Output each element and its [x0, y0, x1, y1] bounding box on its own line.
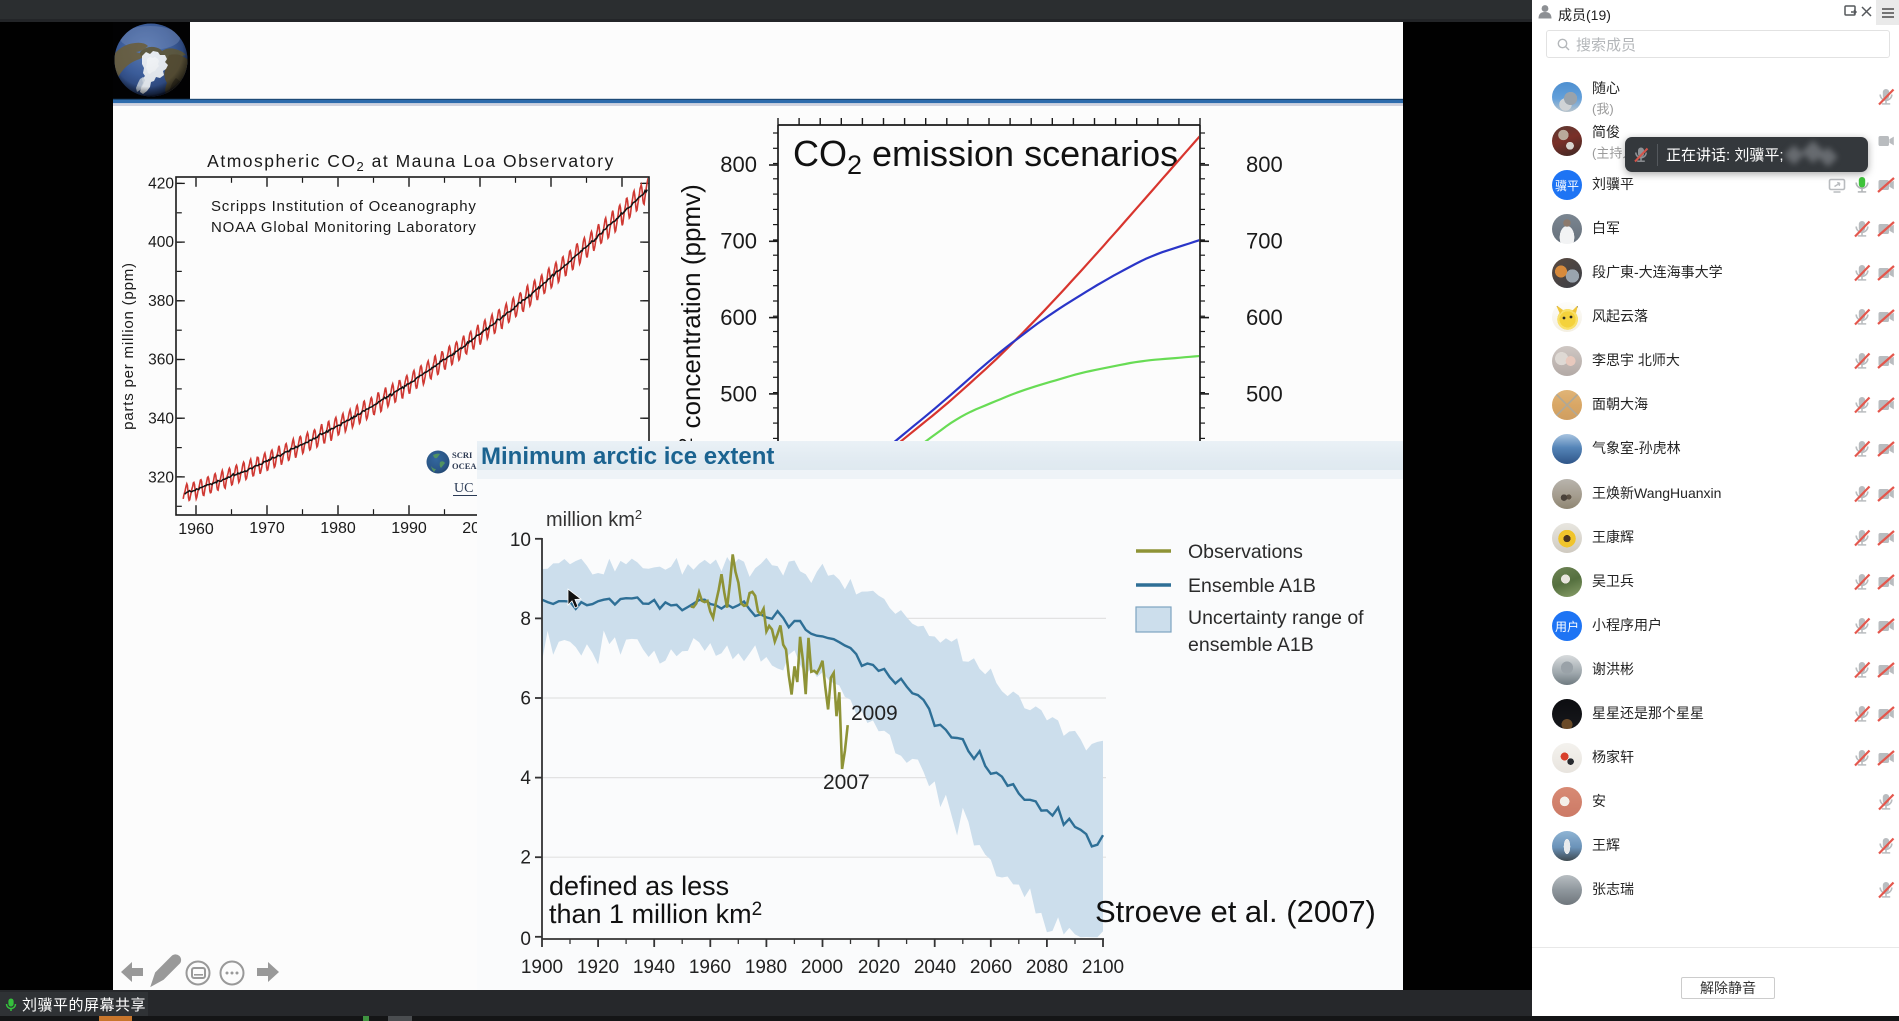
svg-text:Stroeve et al. (2007): Stroeve et al. (2007): [1095, 894, 1376, 929]
svg-text:OCEA: OCEA: [452, 461, 477, 471]
svg-text:400: 400: [148, 234, 174, 251]
svg-text:ensemble A1B: ensemble A1B: [1188, 634, 1314, 656]
svg-text:2009: 2009: [851, 702, 898, 725]
svg-text:1980: 1980: [320, 520, 356, 537]
svg-text:4: 4: [520, 768, 531, 789]
svg-text:1960: 1960: [689, 957, 731, 978]
svg-text:1920: 1920: [577, 957, 619, 978]
svg-text:500: 500: [720, 382, 757, 407]
svg-text:Observations: Observations: [1188, 541, 1303, 563]
svg-text:800: 800: [720, 152, 757, 177]
svg-text:defined as less: defined as less: [549, 871, 729, 901]
svg-text:1940: 1940: [633, 957, 675, 978]
svg-text:800: 800: [1246, 152, 1283, 177]
svg-text:700: 700: [1246, 229, 1283, 254]
svg-text:10: 10: [510, 530, 531, 551]
svg-text:340: 340: [148, 411, 174, 428]
svg-text:1980: 1980: [745, 957, 787, 978]
svg-text:million km2: million km2: [546, 507, 642, 531]
svg-text:1970: 1970: [249, 520, 285, 537]
svg-text:6: 6: [520, 689, 531, 710]
svg-text:1900: 1900: [521, 957, 563, 978]
svg-text:1960: 1960: [178, 521, 214, 538]
svg-text:SCRI: SCRI: [452, 450, 473, 460]
svg-text:2060: 2060: [970, 957, 1012, 978]
svg-text:600: 600: [720, 305, 757, 330]
svg-text:700: 700: [720, 229, 757, 254]
svg-text:Minimum arctic ice extent: Minimum arctic ice extent: [481, 443, 774, 470]
svg-text:360: 360: [148, 352, 174, 369]
svg-text:380: 380: [148, 293, 174, 310]
svg-text:2000: 2000: [801, 957, 843, 978]
svg-text:2020: 2020: [858, 957, 900, 978]
svg-text:2007: 2007: [823, 771, 870, 794]
svg-text:UC: UC: [454, 481, 473, 496]
svg-text:Scripps Institution of Oceanog: Scripps Institution of Oceanography: [211, 198, 477, 215]
svg-text:NOAA Global Monitoring Laborat: NOAA Global Monitoring Laboratory: [211, 219, 477, 236]
svg-text:2080: 2080: [1026, 957, 1068, 978]
svg-text:2 concentration (ppmv): 2 concentration (ppmv): [676, 184, 706, 447]
svg-text:Uncertainty range of: Uncertainty range of: [1188, 607, 1364, 629]
svg-text:600: 600: [1246, 305, 1283, 330]
svg-text:Ensemble A1B: Ensemble A1B: [1188, 575, 1316, 597]
svg-text:0: 0: [520, 929, 531, 950]
svg-text:than 1 million km2: than 1 million km2: [549, 899, 762, 929]
svg-text:420: 420: [148, 176, 174, 193]
svg-text:2100: 2100: [1082, 957, 1124, 978]
svg-text:1990: 1990: [391, 520, 427, 537]
svg-text:2040: 2040: [914, 957, 956, 978]
svg-text:Atmospheric CO2 at Mauna Loa O: Atmospheric CO2 at Mauna Loa Observatory: [207, 151, 615, 174]
svg-text:2: 2: [520, 848, 531, 869]
svg-text:500: 500: [1246, 382, 1283, 407]
svg-text:8: 8: [520, 609, 531, 630]
svg-text:320: 320: [148, 470, 174, 487]
svg-text:parts per million (ppm): parts per million (ppm): [120, 262, 137, 430]
